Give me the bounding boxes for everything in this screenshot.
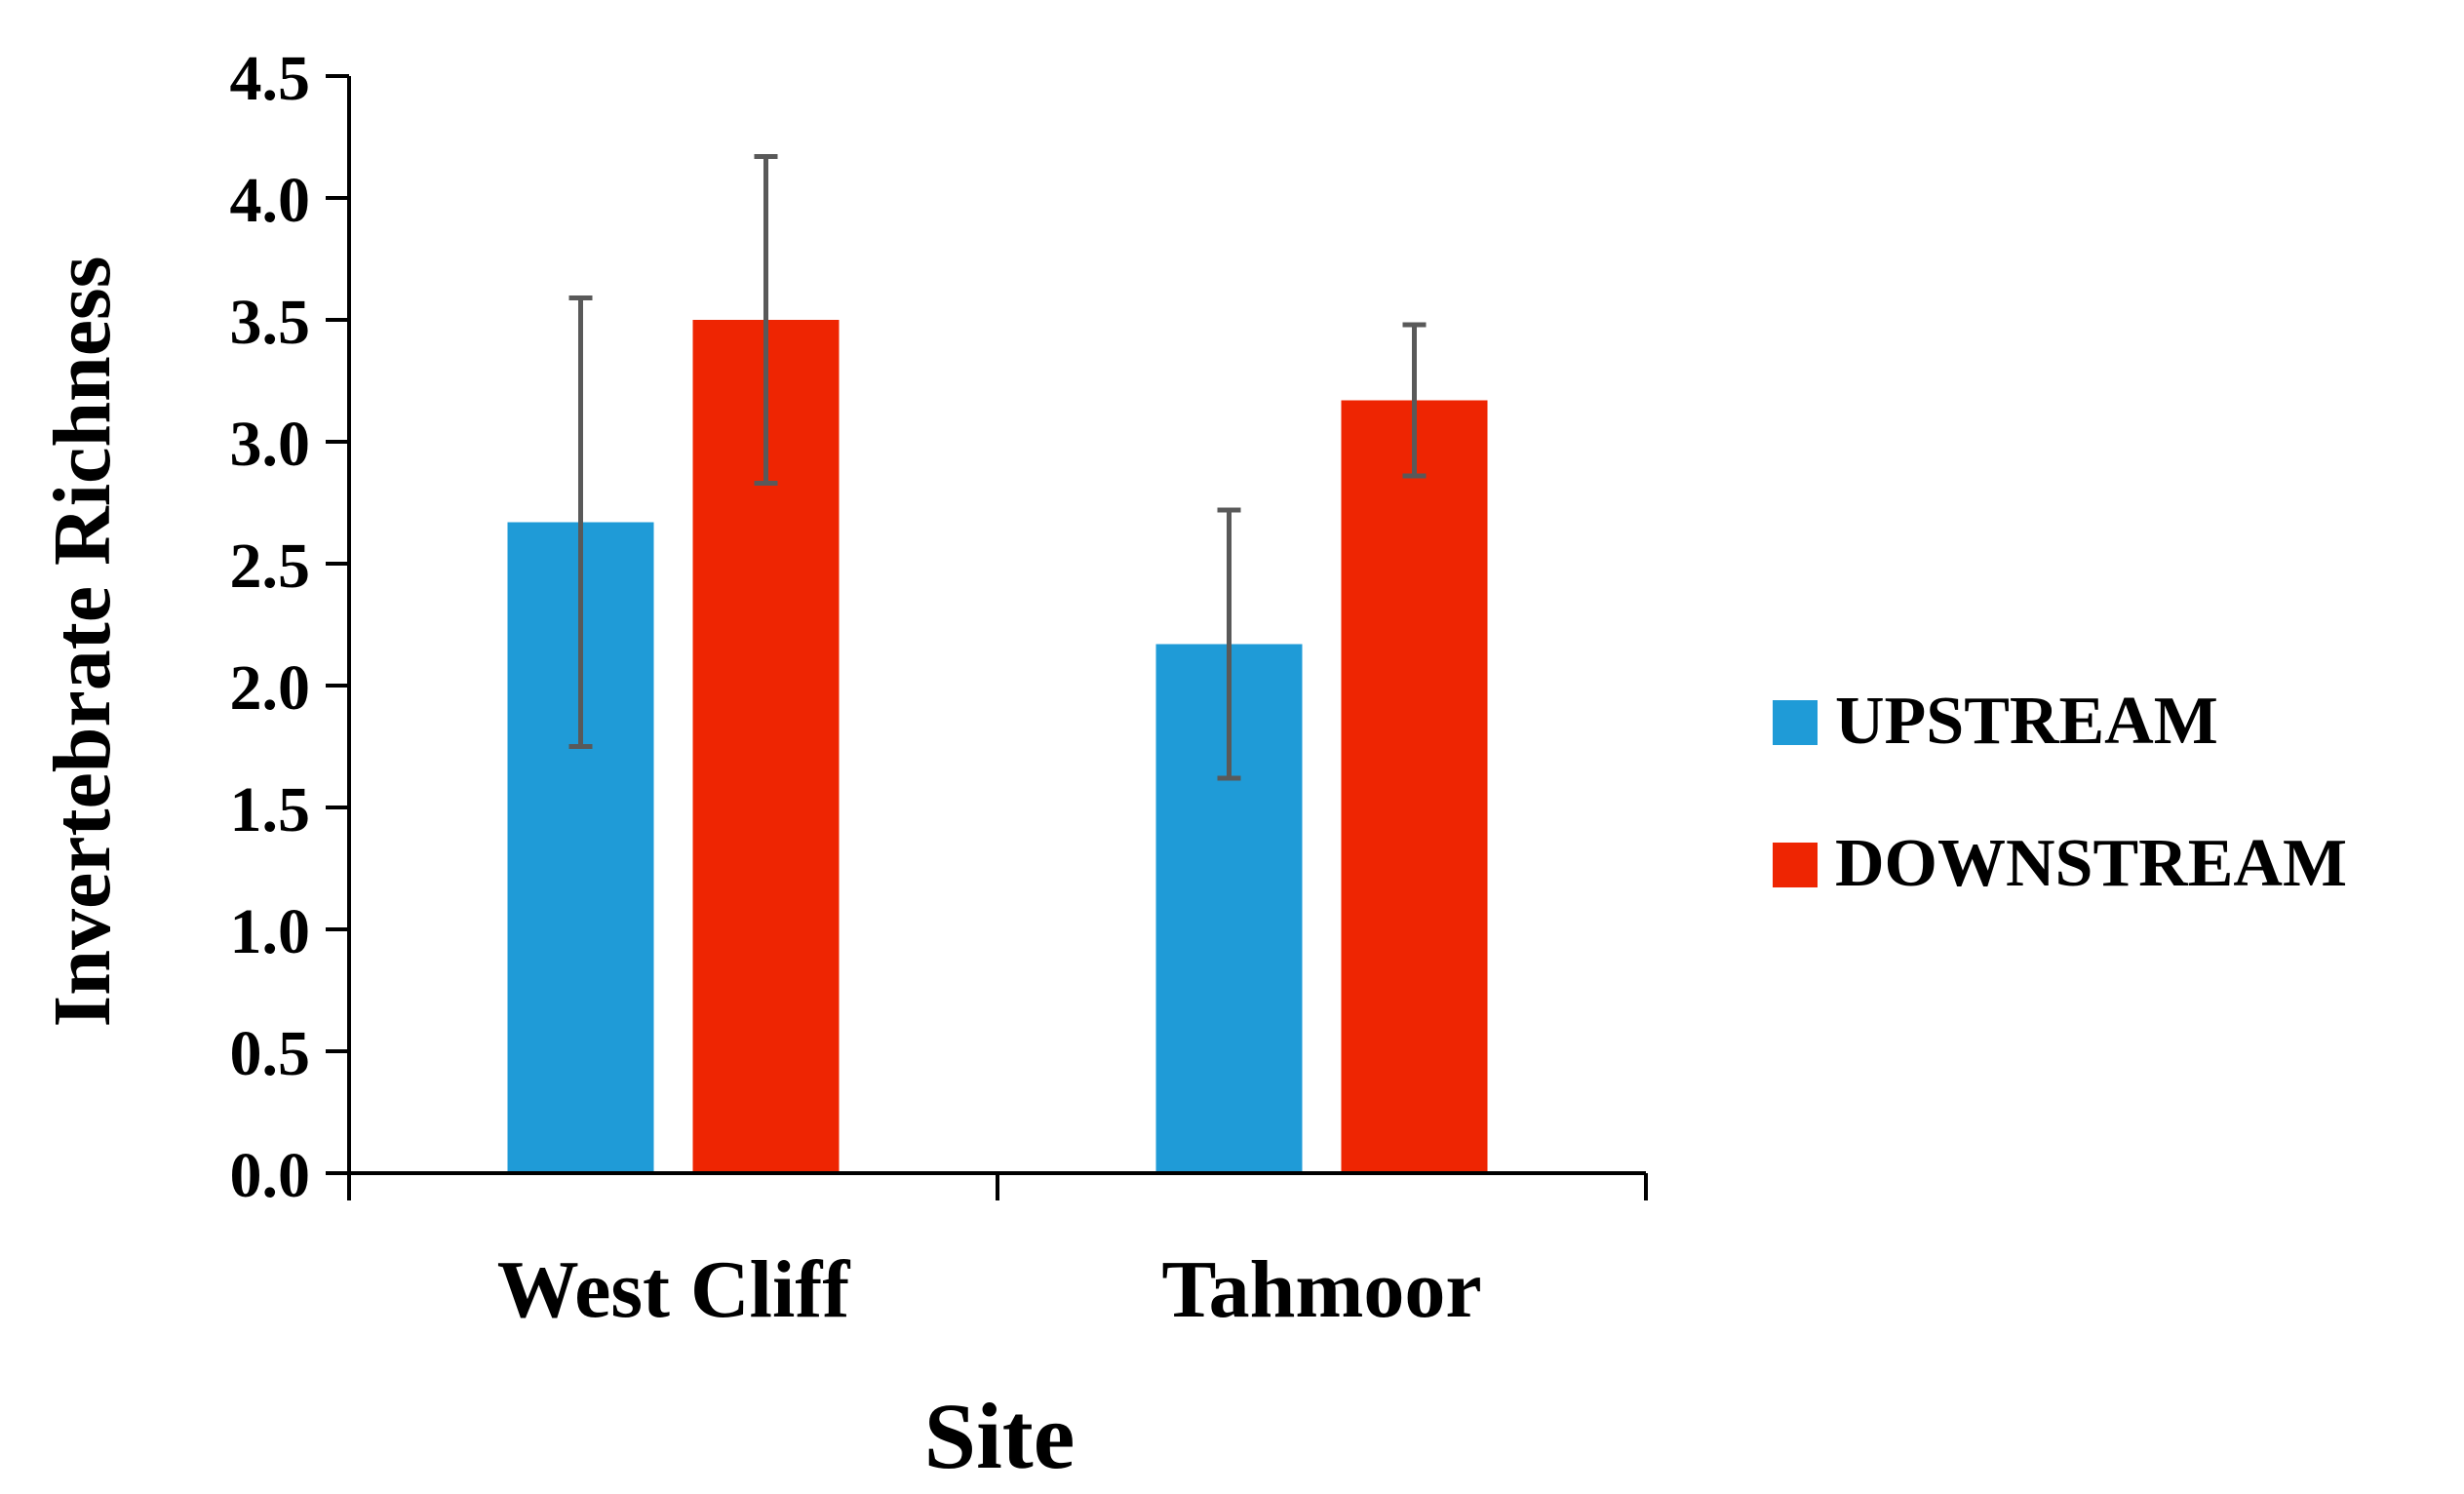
- y-tick-label: 4.0: [230, 165, 311, 236]
- y-tick-label: 1.0: [230, 896, 311, 967]
- x-tick-label: Tahmoor: [1161, 1244, 1481, 1335]
- y-tick-label: 1.5: [230, 774, 311, 845]
- bar-downstream-tahmoor: [1341, 400, 1488, 1173]
- legend: UPSTREAM DOWNSTREAM: [1773, 684, 2347, 901]
- x-tick-label: West Cliff: [497, 1244, 851, 1335]
- y-tick-label: 0.0: [230, 1140, 311, 1211]
- bars-layer: [507, 320, 1488, 1173]
- y-axis-label: Invertebrate Richness: [37, 256, 128, 1028]
- legend-label-downstream: DOWNSTREAM: [1835, 826, 2347, 901]
- y-tick-label: 2.5: [230, 531, 311, 602]
- error-bars-layer: [568, 154, 1427, 781]
- y-tick-label: 0.5: [230, 1018, 311, 1089]
- legend-swatch-downstream: [1773, 843, 1818, 887]
- y-tick-label: 2.0: [230, 652, 311, 724]
- tick-labels-layer: 0.0 0.5 1.0 1.5 2.0 2.5 3.0 3.5 4.0 4.5 West Cliff…: [230, 43, 1482, 1335]
- y-tick-label: 4.5: [230, 43, 311, 114]
- legend-label-upstream: UPSTREAM: [1835, 684, 2218, 759]
- axes-layer: [326, 74, 1648, 1200]
- y-tick-label: 3.5: [230, 287, 311, 358]
- legend-swatch-upstream: [1773, 700, 1818, 745]
- x-axis-label: Site: [924, 1384, 1076, 1488]
- y-tick-label: 3.0: [230, 409, 311, 480]
